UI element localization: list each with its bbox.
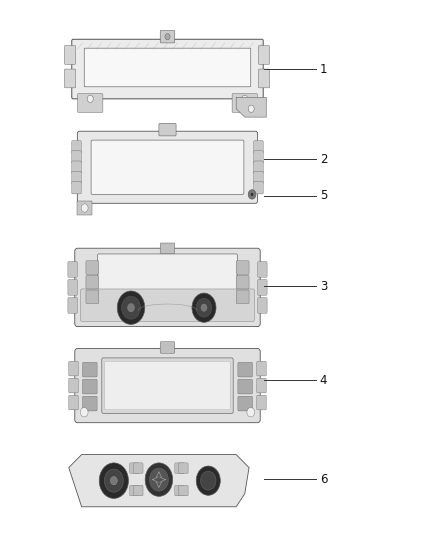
FancyBboxPatch shape: [257, 361, 266, 376]
Circle shape: [201, 304, 207, 311]
FancyBboxPatch shape: [134, 463, 143, 473]
Circle shape: [81, 204, 88, 212]
FancyBboxPatch shape: [130, 486, 139, 496]
FancyBboxPatch shape: [86, 261, 99, 274]
FancyBboxPatch shape: [98, 254, 237, 295]
FancyBboxPatch shape: [72, 151, 81, 163]
Circle shape: [117, 291, 145, 325]
FancyBboxPatch shape: [257, 378, 266, 393]
Circle shape: [247, 408, 254, 417]
FancyBboxPatch shape: [175, 486, 184, 496]
FancyBboxPatch shape: [72, 161, 81, 174]
FancyBboxPatch shape: [258, 45, 270, 64]
FancyBboxPatch shape: [69, 378, 78, 393]
Polygon shape: [77, 201, 92, 215]
FancyBboxPatch shape: [82, 397, 97, 411]
FancyBboxPatch shape: [105, 361, 230, 410]
Text: 5: 5: [320, 190, 327, 203]
Circle shape: [122, 296, 141, 319]
FancyBboxPatch shape: [86, 276, 99, 289]
FancyBboxPatch shape: [258, 262, 267, 277]
Circle shape: [87, 95, 93, 102]
FancyBboxPatch shape: [72, 39, 263, 99]
Circle shape: [196, 466, 220, 495]
FancyBboxPatch shape: [238, 362, 252, 377]
Circle shape: [242, 95, 248, 102]
FancyBboxPatch shape: [232, 94, 258, 112]
Circle shape: [196, 298, 212, 317]
FancyBboxPatch shape: [82, 379, 97, 394]
FancyBboxPatch shape: [64, 45, 76, 64]
FancyBboxPatch shape: [68, 297, 78, 313]
FancyBboxPatch shape: [238, 379, 252, 394]
Polygon shape: [69, 455, 249, 507]
FancyBboxPatch shape: [175, 463, 184, 473]
FancyBboxPatch shape: [64, 69, 76, 88]
FancyBboxPatch shape: [81, 289, 254, 321]
Circle shape: [99, 463, 128, 498]
FancyBboxPatch shape: [72, 141, 81, 153]
FancyBboxPatch shape: [179, 463, 188, 473]
Text: 2: 2: [320, 153, 327, 166]
Circle shape: [80, 408, 88, 417]
FancyBboxPatch shape: [236, 290, 249, 304]
Circle shape: [127, 303, 134, 312]
FancyBboxPatch shape: [75, 349, 260, 423]
Circle shape: [110, 477, 117, 485]
FancyBboxPatch shape: [258, 297, 267, 313]
FancyBboxPatch shape: [236, 276, 249, 289]
Text: 4: 4: [320, 374, 327, 387]
FancyBboxPatch shape: [179, 486, 188, 496]
Polygon shape: [236, 97, 266, 117]
FancyBboxPatch shape: [102, 358, 233, 413]
Circle shape: [248, 190, 256, 199]
Circle shape: [251, 192, 254, 197]
FancyBboxPatch shape: [160, 30, 175, 43]
FancyBboxPatch shape: [78, 94, 103, 112]
FancyBboxPatch shape: [160, 243, 175, 254]
FancyBboxPatch shape: [69, 395, 78, 410]
Circle shape: [165, 34, 170, 40]
FancyBboxPatch shape: [160, 342, 175, 353]
FancyBboxPatch shape: [75, 248, 260, 327]
FancyBboxPatch shape: [68, 262, 78, 277]
FancyBboxPatch shape: [86, 290, 99, 304]
Circle shape: [104, 469, 123, 492]
FancyBboxPatch shape: [254, 141, 263, 153]
FancyBboxPatch shape: [257, 395, 266, 410]
Circle shape: [149, 468, 168, 491]
FancyBboxPatch shape: [236, 261, 249, 274]
Circle shape: [145, 463, 173, 496]
FancyBboxPatch shape: [254, 171, 263, 184]
Circle shape: [201, 471, 216, 490]
FancyBboxPatch shape: [68, 280, 78, 295]
FancyBboxPatch shape: [159, 123, 176, 136]
FancyBboxPatch shape: [254, 161, 263, 174]
FancyBboxPatch shape: [254, 181, 263, 194]
FancyBboxPatch shape: [78, 131, 258, 203]
FancyBboxPatch shape: [258, 69, 270, 88]
FancyBboxPatch shape: [91, 140, 244, 195]
Text: 3: 3: [320, 280, 327, 293]
Circle shape: [192, 293, 216, 322]
Circle shape: [248, 105, 254, 112]
FancyBboxPatch shape: [134, 486, 143, 496]
FancyBboxPatch shape: [82, 362, 97, 377]
FancyBboxPatch shape: [69, 361, 78, 376]
FancyBboxPatch shape: [238, 397, 252, 411]
FancyBboxPatch shape: [258, 280, 267, 295]
Text: 6: 6: [320, 473, 327, 486]
FancyBboxPatch shape: [72, 181, 81, 194]
FancyBboxPatch shape: [84, 48, 251, 87]
Text: 1: 1: [320, 62, 327, 76]
FancyBboxPatch shape: [254, 151, 263, 163]
FancyBboxPatch shape: [72, 171, 81, 184]
FancyBboxPatch shape: [130, 463, 139, 473]
